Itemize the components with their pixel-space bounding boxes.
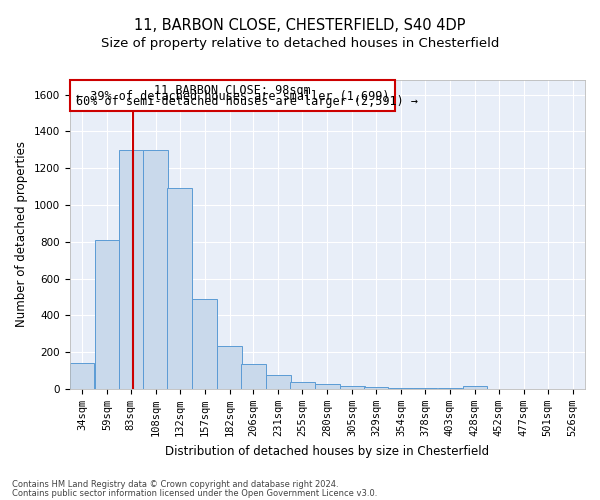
Bar bbox=[389, 388, 413, 389]
Text: Contains HM Land Registry data © Crown copyright and database right 2024.: Contains HM Land Registry data © Crown c… bbox=[12, 480, 338, 489]
Bar bbox=[364, 387, 388, 389]
Text: 11 BARBON CLOSE: 98sqm: 11 BARBON CLOSE: 98sqm bbox=[154, 84, 310, 97]
FancyBboxPatch shape bbox=[70, 80, 395, 112]
Bar bbox=[217, 346, 242, 389]
X-axis label: Distribution of detached houses by size in Chesterfield: Distribution of detached houses by size … bbox=[165, 444, 490, 458]
Bar bbox=[167, 188, 192, 389]
Bar bbox=[241, 364, 266, 389]
Bar bbox=[413, 388, 437, 389]
Bar bbox=[95, 240, 119, 389]
Bar bbox=[70, 363, 94, 389]
Text: ← 39% of detached houses are smaller (1,699): ← 39% of detached houses are smaller (1,… bbox=[76, 90, 389, 102]
Bar bbox=[290, 382, 314, 389]
Bar bbox=[463, 386, 487, 389]
Bar bbox=[340, 386, 365, 389]
Bar bbox=[315, 384, 340, 389]
Y-axis label: Number of detached properties: Number of detached properties bbox=[15, 142, 28, 328]
Text: 11, BARBON CLOSE, CHESTERFIELD, S40 4DP: 11, BARBON CLOSE, CHESTERFIELD, S40 4DP bbox=[134, 18, 466, 32]
Text: Size of property relative to detached houses in Chesterfield: Size of property relative to detached ho… bbox=[101, 38, 499, 51]
Bar bbox=[266, 375, 291, 389]
Text: 60% of semi-detached houses are larger (2,591) →: 60% of semi-detached houses are larger (… bbox=[76, 95, 418, 108]
Bar bbox=[119, 150, 143, 389]
Bar bbox=[193, 299, 217, 389]
Text: Contains public sector information licensed under the Open Government Licence v3: Contains public sector information licen… bbox=[12, 489, 377, 498]
Bar bbox=[143, 150, 168, 389]
Bar bbox=[437, 388, 462, 389]
